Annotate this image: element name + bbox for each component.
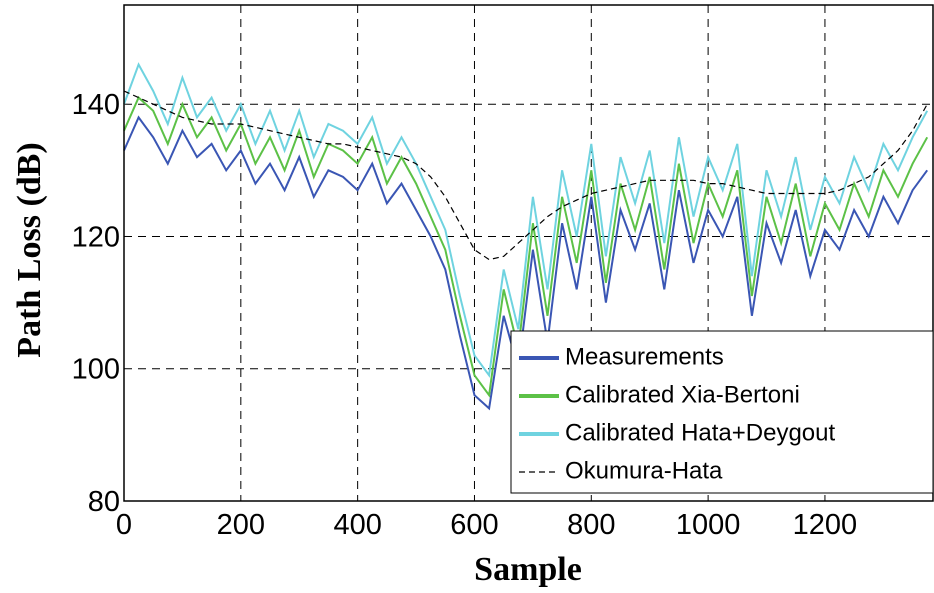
y-axis-label: Path Loss (dB) <box>11 142 48 357</box>
x-tick-label: 800 <box>567 509 615 541</box>
y-tick-label: 80 <box>88 486 120 518</box>
axes-frame <box>123 4 934 502</box>
legend-label: Okumura-Hata <box>565 457 723 484</box>
series-line <box>123 62 929 378</box>
legend-box <box>510 330 934 494</box>
series-line <box>123 90 928 261</box>
series-line <box>123 115 929 411</box>
legend: Measurements Calibrated Xia-Bertoni Calibr… <box>510 330 934 494</box>
x-tick-label: 200 <box>217 509 265 541</box>
legend-label: Calibrated Hata+Deygout <box>565 419 835 446</box>
legend-label: Calibrated Xia-Bertoni <box>565 381 800 408</box>
x-tick-label: 1000 <box>676 509 741 541</box>
x-tick-label: 600 <box>450 509 498 541</box>
x-tick-label: 0 <box>116 509 132 541</box>
y-tick-label: 120 <box>72 221 120 253</box>
x-tick-label: 400 <box>333 509 381 541</box>
y-tick-label: 100 <box>72 354 120 386</box>
x-axis-label: Sample <box>474 551 582 588</box>
x-tick-label: 1200 <box>793 509 858 541</box>
y-tick-label: 140 <box>72 89 120 121</box>
legend-label: Measurements <box>565 343 724 370</box>
